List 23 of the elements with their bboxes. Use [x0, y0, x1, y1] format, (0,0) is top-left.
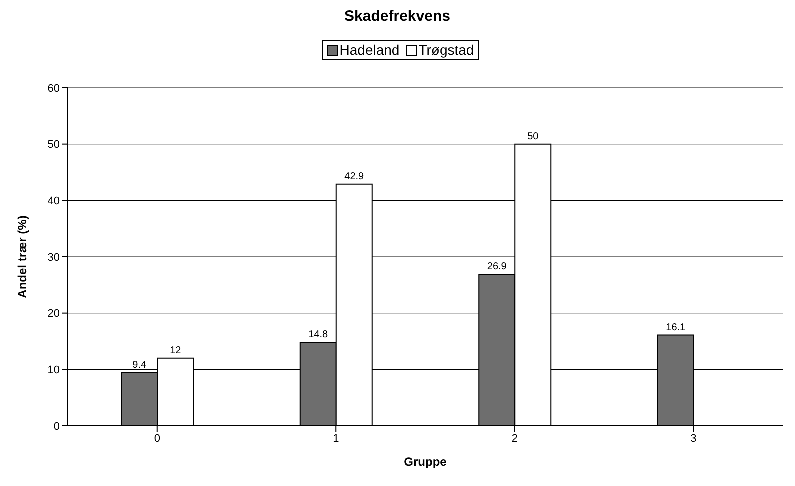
x-tick-label: 1: [333, 432, 340, 445]
y-tick-label: 20: [48, 308, 60, 320]
y-tick-label: 30: [48, 252, 60, 264]
data-label: 16.1: [666, 322, 686, 334]
y-tick-label: 40: [48, 196, 60, 208]
y-tick-label: 60: [48, 82, 60, 95]
data-label: 50: [528, 131, 540, 142]
x-tick-label: 3: [690, 432, 697, 445]
y-axis-title: Andel trær (%): [15, 216, 30, 298]
x-axis-title: Gruppe: [404, 455, 448, 469]
y-tick-label: 50: [48, 139, 60, 152]
chart-title: Skadefrekvens: [344, 8, 452, 27]
x-tick-label: 2: [512, 432, 518, 445]
data-label: 14.8: [308, 330, 329, 341]
legend-label: Trøgstad: [418, 42, 474, 58]
data-label: 9.4: [132, 360, 148, 372]
legend-label: Hadeland: [338, 42, 400, 58]
y-tick-label: 0: [54, 420, 60, 433]
y-tick-label: 10: [48, 364, 60, 377]
data-label: 42.9: [344, 171, 365, 182]
x-tick-label: 0: [154, 432, 160, 445]
data-label: 26.9: [487, 261, 508, 272]
data-label: 12: [170, 345, 182, 356]
